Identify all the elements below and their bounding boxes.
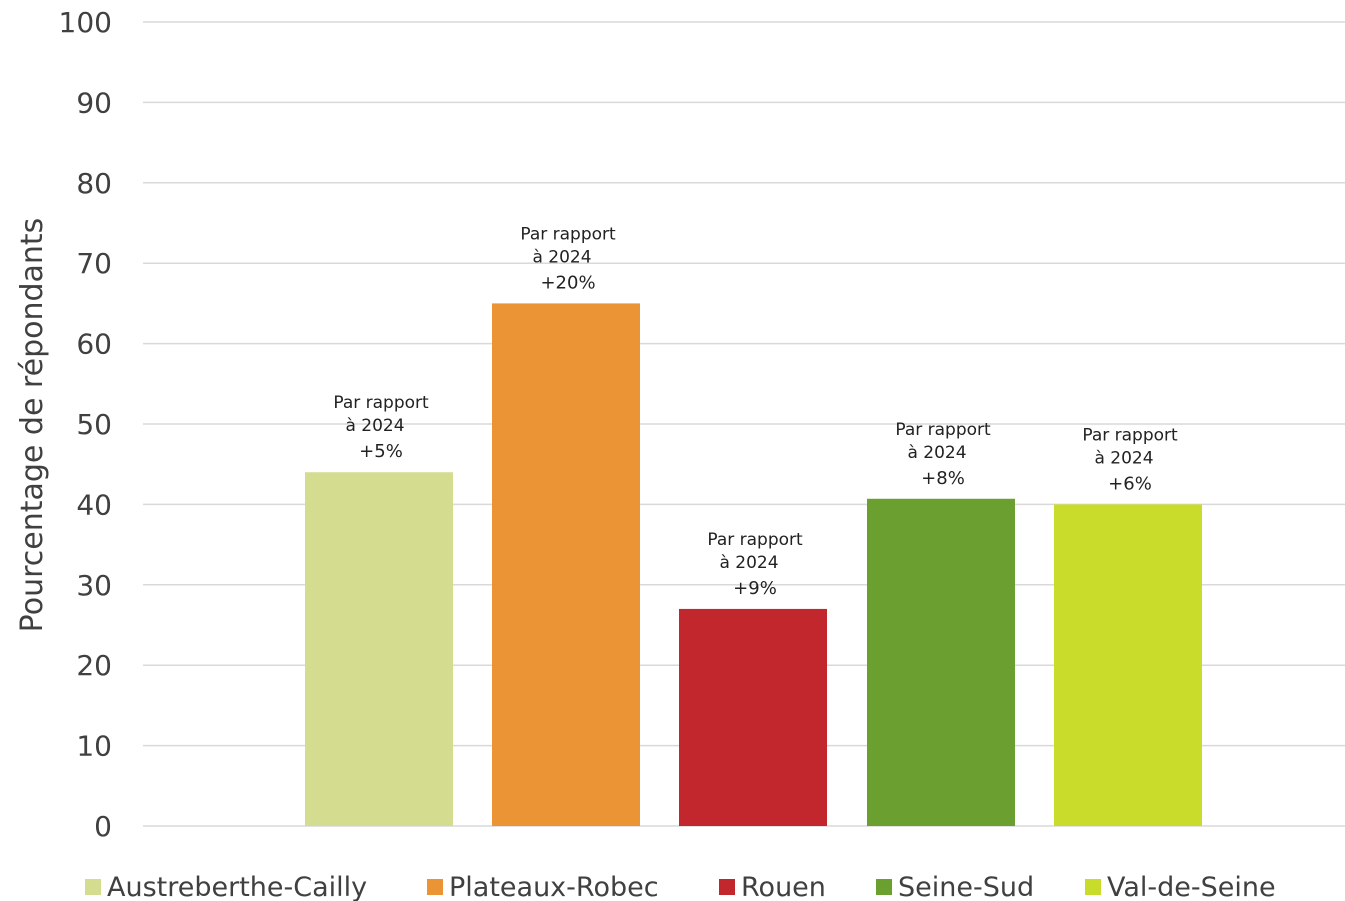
legend-swatch — [427, 879, 443, 895]
y-axis-label: Pourcentage de répondants — [15, 218, 50, 633]
y-tick-label: 70 — [76, 247, 112, 280]
y-tick-label: 0 — [94, 810, 112, 843]
legend-swatch — [876, 879, 892, 895]
annotation-line-2: à 2024 — [907, 443, 966, 463]
change-label: +5% — [359, 441, 403, 462]
legend-label: Val-de-Seine — [1107, 872, 1276, 901]
bar-annotations: Par rapport à 2024 +5% Par rapport à 2024 +20… — [333, 224, 1178, 599]
y-axis-ticks: 0 10 20 30 40 50 60 70 80 90 100 — [59, 6, 112, 843]
annotation-line-2: à 2024 — [1094, 448, 1153, 468]
legend-swatch — [719, 879, 735, 895]
legend-swatch — [1085, 879, 1101, 895]
annotation-line-2: à 2024 — [345, 416, 404, 436]
change-label: +8% — [921, 468, 965, 489]
annotation-line-1: Par rapport — [520, 224, 616, 244]
y-tick-label: 20 — [76, 649, 112, 682]
bar-austreberthe-cailly — [305, 472, 453, 826]
y-tick-label: 100 — [59, 6, 112, 39]
annotation-line-1: Par rapport — [895, 420, 991, 440]
legend-label: Austreberthe-Cailly — [107, 872, 367, 901]
change-label: +9% — [733, 578, 777, 599]
annotation-line-1: Par rapport — [333, 393, 429, 413]
legend: Austreberthe-Cailly Plateaux-Robec Rouen Se… — [85, 872, 1276, 901]
y-tick-label: 50 — [76, 408, 112, 441]
annotation-line-1: Par rapport — [707, 530, 803, 550]
annotation-line-2: à 2024 — [532, 247, 591, 267]
legend-label: Plateaux-Robec — [449, 872, 659, 901]
annotation-line-2: à 2024 — [719, 553, 778, 573]
legend-label: Seine-Sud — [898, 872, 1034, 901]
y-tick-label: 90 — [76, 86, 112, 119]
bar-val-de-seine — [1054, 504, 1202, 826]
change-label: +6% — [1108, 473, 1152, 494]
y-tick-label: 40 — [76, 488, 112, 521]
legend-swatch — [85, 879, 101, 895]
change-label: +20% — [540, 272, 595, 293]
bars — [305, 303, 1202, 826]
y-tick-label: 60 — [76, 328, 112, 361]
y-tick-label: 10 — [76, 730, 112, 763]
bar-rouen — [679, 608, 827, 826]
y-tick-label: 80 — [76, 167, 112, 200]
bar-plateaux-robec — [492, 303, 640, 826]
y-tick-label: 30 — [76, 569, 112, 602]
annotation-line-1: Par rapport — [1082, 425, 1178, 445]
bar-seine-sud — [867, 498, 1015, 826]
legend-label: Rouen — [741, 872, 826, 901]
